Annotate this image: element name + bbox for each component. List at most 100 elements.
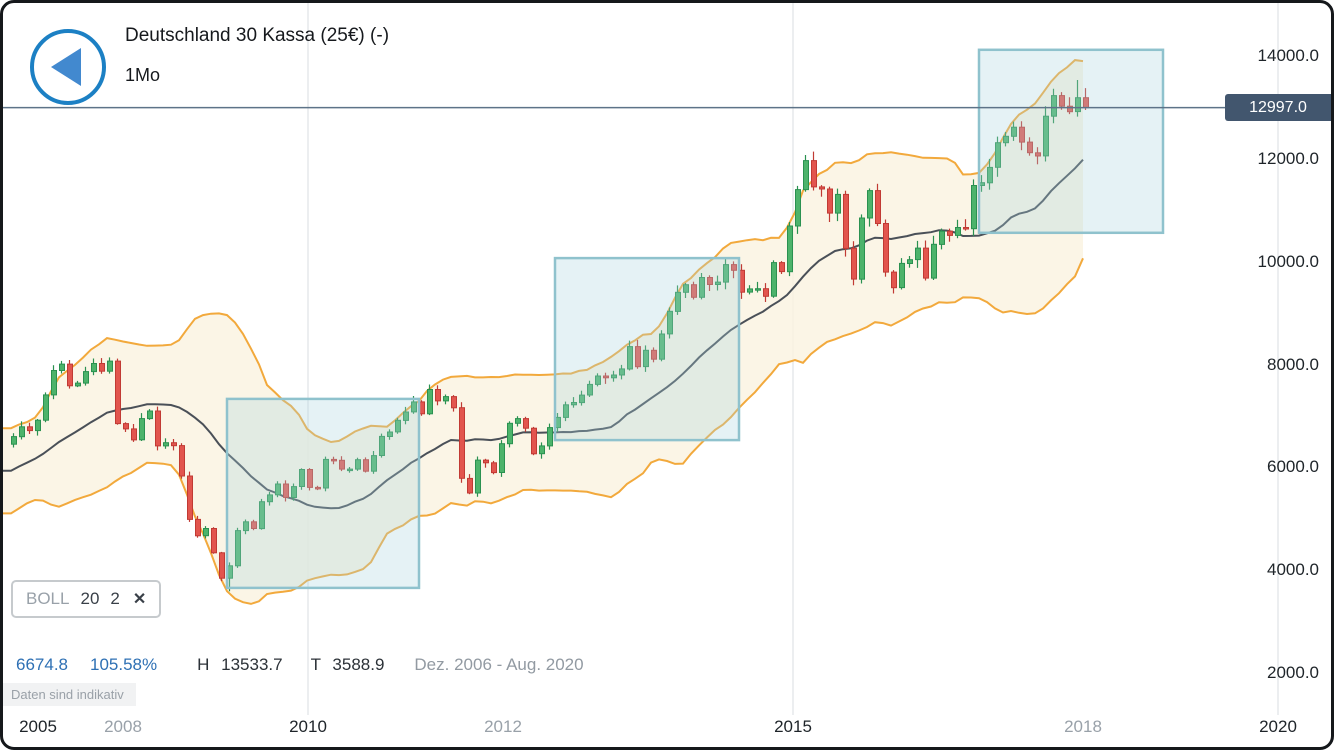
candle-body [699,277,705,298]
candle-body [363,459,369,472]
candle-body [147,410,153,420]
candle-body [459,407,465,479]
indicator-name: BOLL [26,589,70,608]
candle-body [795,189,801,227]
candle-body [163,442,169,447]
candle-body [1035,152,1041,157]
back-button[interactable] [30,29,106,105]
high-value: 13533.7 [221,655,283,674]
candle-body [19,426,25,438]
candle-body [683,284,689,293]
candle-body [499,443,505,474]
candle-body [315,486,321,490]
candle-body [379,435,385,456]
candle-body [403,411,409,421]
candle-body [1059,95,1065,107]
candle-body [219,552,225,579]
candle-body [539,445,545,455]
candle-body [1067,105,1073,113]
price-tick-label: 14000.0 [1257,46,1319,65]
candle-body [35,419,41,432]
time-tick-label: 2010 [289,717,327,736]
candle-body [187,475,193,520]
candle-body [331,458,337,462]
period-open-value: 6674.8 [16,655,68,674]
candle-body [59,363,65,372]
candle-body [267,494,273,503]
candle-body [939,230,945,245]
highlight-box[interactable] [553,256,741,442]
indicator-pill[interactable]: BOLL 20 2 ✕ [11,580,162,618]
candle-body [411,401,417,413]
price-chart[interactable] [3,3,1334,715]
candle-body [579,394,585,404]
candle-body [67,363,73,387]
candle-body [643,349,649,368]
candle-body [123,423,129,430]
candle-body [947,230,953,236]
candle-body [179,445,185,477]
remove-indicator-button[interactable]: ✕ [132,591,147,608]
candle-body [595,375,601,385]
candle-body [275,483,281,496]
candle-body [475,459,481,494]
bollinger-lower-band [3,257,1084,605]
candle-body [563,404,569,418]
candle-body [843,193,849,249]
candle-body [707,277,713,285]
price-axis: 14000.0 12000.0 10000.0 8000.0 6000.0 4000.0 2… [1216,3,1331,715]
candle-body [235,530,241,567]
candle-body [435,389,441,402]
candle-body [99,363,105,372]
candle-body [523,418,529,429]
highlight-box[interactable] [977,48,1165,235]
candle-body [1019,126,1025,143]
candle-body [91,363,97,373]
candle-body [387,431,393,437]
candle-body [571,402,577,406]
time-axis: 2005 2008 2010 2012 2015 2018 2020 [3,717,1331,747]
candle-body [139,418,145,441]
candle-body [811,160,817,188]
back-arrow-icon [50,48,81,86]
candle-body [347,468,353,472]
indicator-period: 20 [80,589,100,608]
candle-body [291,486,297,499]
candle-body [27,426,33,432]
timeframe-label[interactable]: 1Mo [125,65,161,85]
candle-body [851,247,857,280]
candle-body [955,227,961,236]
candle-body [651,349,657,360]
current-price-badge: 12997.0 [1225,94,1331,122]
highlight-box[interactable] [225,397,421,590]
candle-body [299,469,305,487]
candle-body [155,410,161,447]
candle-body [883,223,889,273]
candle-body [763,288,769,297]
price-tick-label: 12000.0 [1257,148,1319,168]
bollinger-upper-band [3,59,1084,444]
candle-body [355,459,361,470]
candle-body [587,383,593,396]
time-tick-label: 2020 [1259,717,1297,736]
candle-body [243,521,249,532]
time-tick-label: 2008 [104,717,142,736]
time-tick-label: 2015 [774,717,812,736]
indicator-deviation: 2 [110,589,120,608]
candle-body [787,225,793,273]
candle-body [467,477,473,494]
candle-body [11,436,17,445]
candle-body [1043,115,1049,157]
candle-body [443,396,449,402]
price-tick-label: 2000.0 [1267,663,1319,682]
bollinger-middle-line [3,159,1084,510]
price-tick-label: 4000.0 [1267,560,1319,580]
time-tick-label: 2018 [1064,717,1102,736]
candle-body [635,346,641,368]
price-tick-label: 6000.0 [1267,457,1319,477]
candle-body [515,418,521,424]
candle-body [971,185,977,230]
candle-body [619,368,625,376]
candle-body [259,501,265,530]
